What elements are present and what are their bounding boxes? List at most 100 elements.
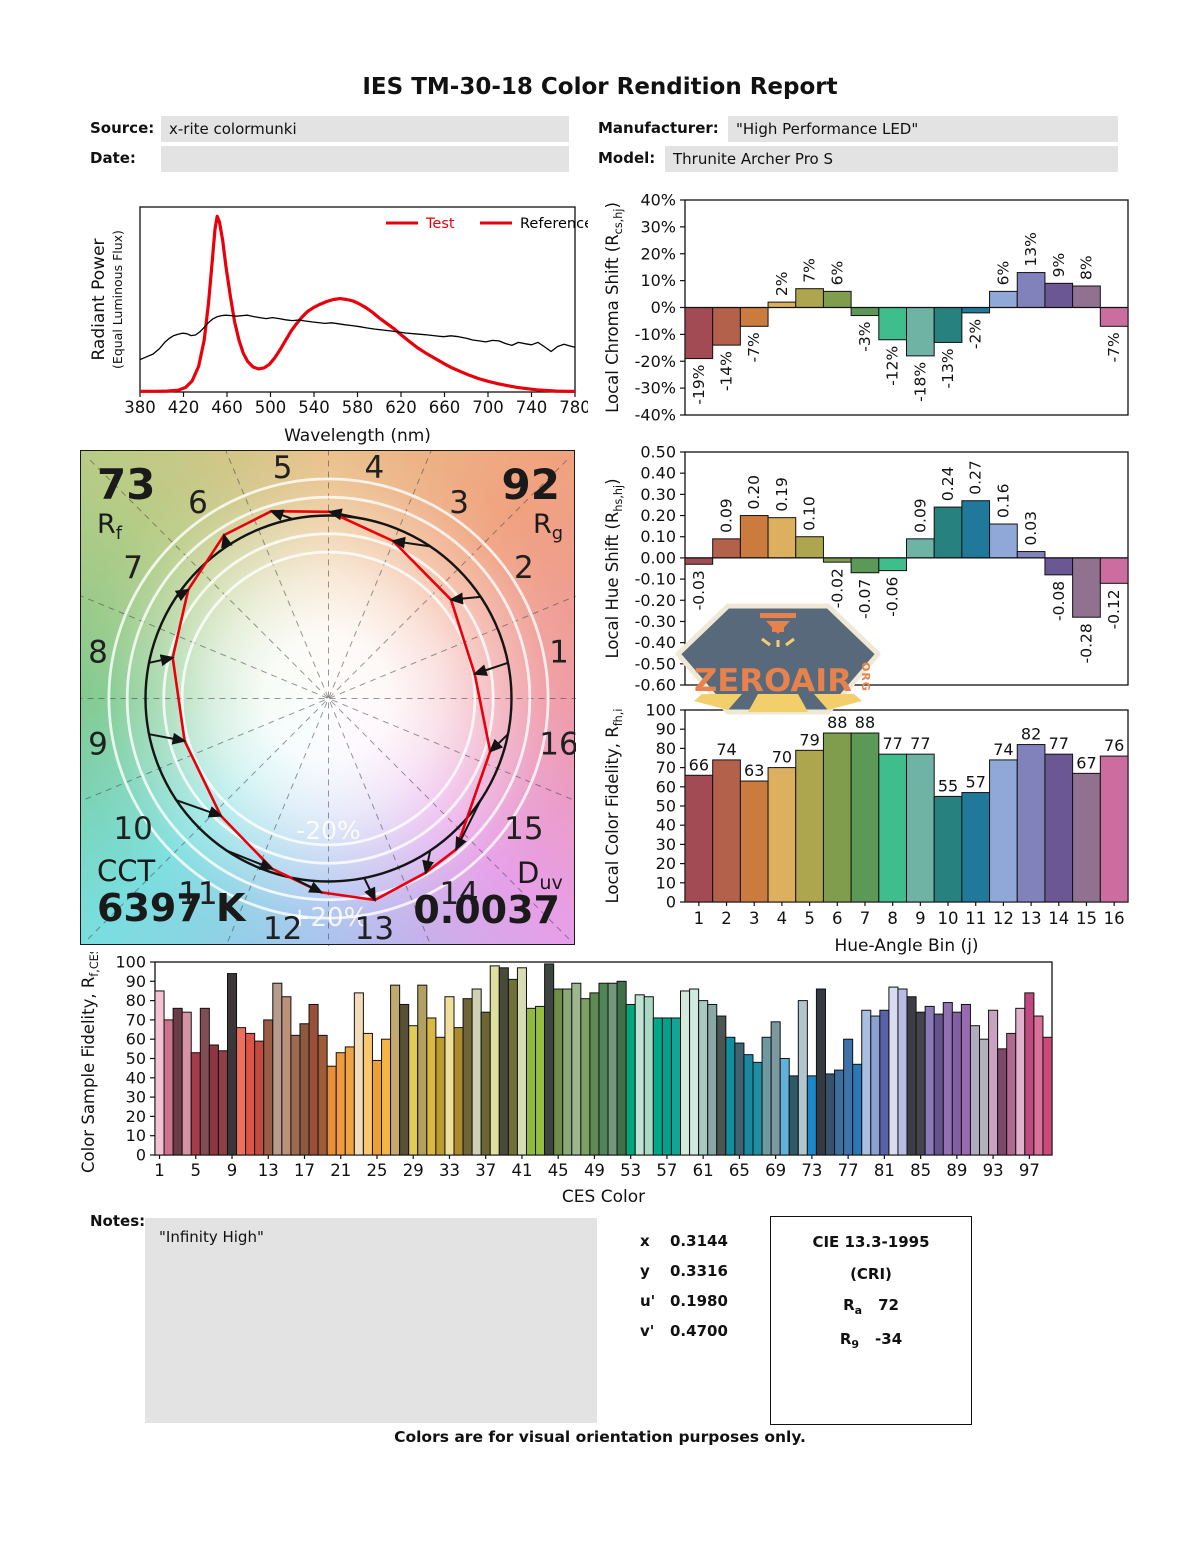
manufacturer-field: "High Performance LED" [728, 116, 1118, 142]
svg-text:0.20: 0.20 [640, 506, 676, 525]
bar [834, 1069, 845, 1156]
zeroair-watermark: ZEROAIR ORG [672, 598, 884, 724]
svg-text:89: 89 [946, 1161, 967, 1180]
bar [607, 982, 618, 1156]
svg-text:69: 69 [765, 1161, 786, 1180]
bar [1006, 1032, 1017, 1156]
svg-text:88: 88 [855, 713, 875, 732]
color-vector-graphic: -20% +20% 1 2 3 4 5 6 7 8 9 10 11 12 13 14 15 16 73 Rf 92 Rg C… [0, 358, 669, 1039]
bar [779, 1058, 790, 1156]
bar [1042, 1036, 1053, 1156]
svg-text:0.20: 0.20 [745, 475, 763, 510]
bar [299, 1023, 310, 1156]
svg-text:6%: 6% [828, 261, 846, 286]
svg-text:(Equal Luminous Flux): (Equal Luminous Flux) [110, 230, 125, 369]
bar [290, 1034, 301, 1156]
svg-text:13: 13 [1021, 909, 1042, 928]
bar [661, 1017, 672, 1156]
bar [553, 988, 564, 1156]
shift-arrow [472, 661, 509, 676]
bars [154, 963, 1053, 1156]
svg-text:57: 57 [656, 1161, 677, 1180]
svg-text:90: 90 [126, 972, 146, 991]
svg-text:53: 53 [620, 1161, 641, 1180]
svg-text:65: 65 [729, 1161, 750, 1180]
bar [961, 500, 991, 559]
shift-arrow [422, 850, 434, 875]
svg-text:2: 2 [514, 550, 534, 586]
bar [815, 988, 826, 1156]
bar [795, 749, 824, 903]
chromaticity-row-y: y 0.3316 [640, 1262, 728, 1280]
notes-box: "Infinity High" [145, 1218, 597, 1423]
svg-text:Duv: Duv [517, 856, 563, 894]
bar [712, 538, 741, 559]
bar [906, 996, 917, 1156]
svg-text:21: 21 [330, 1161, 351, 1180]
svg-text:13: 13 [355, 911, 394, 946]
svg-text:97: 97 [1019, 1161, 1040, 1180]
svg-text:420: 420 [168, 398, 200, 417]
svg-text:-7%: -7% [1105, 332, 1123, 362]
light-beams [694, 694, 862, 712]
svg-text:-0.30: -0.30 [635, 612, 676, 631]
svg-text:9%: 9% [1050, 253, 1068, 278]
svg-text:15: 15 [1076, 909, 1097, 928]
date-label: Date: [90, 149, 136, 167]
bar [961, 792, 991, 903]
svg-text:-0.40: -0.40 [635, 633, 676, 652]
svg-text:460: 460 [211, 398, 243, 417]
bar [317, 1034, 328, 1156]
svg-text:14: 14 [1048, 909, 1069, 928]
bar [371, 1059, 383, 1156]
shift-arrow [148, 654, 175, 667]
svg-text:9: 9 [88, 726, 108, 762]
bar [989, 523, 1018, 559]
svg-text:0.19: 0.19 [773, 477, 791, 512]
bar [544, 963, 555, 1156]
svg-text:73: 73 [801, 1161, 822, 1180]
bar [236, 1027, 247, 1156]
chromaticity-row-v: v' 0.4700 [640, 1322, 728, 1340]
bar [822, 732, 852, 903]
svg-text:0.00: 0.00 [640, 548, 676, 567]
svg-text:30%: 30% [640, 217, 676, 236]
bar [961, 307, 991, 314]
bar [684, 557, 714, 565]
bar [861, 1009, 872, 1156]
svg-text:10%: 10% [640, 271, 676, 290]
svg-text:-20%: -20% [635, 352, 676, 371]
svg-text:8%: 8% [1077, 255, 1095, 280]
bar [924, 1005, 935, 1156]
svg-text:Test: Test [425, 216, 455, 232]
bar [1099, 557, 1129, 584]
bar [525, 1007, 537, 1156]
svg-text:-2%: -2% [967, 319, 985, 349]
svg-text:57: 57 [966, 773, 986, 792]
svg-text:-0.60: -0.60 [635, 676, 676, 693]
bar [399, 1003, 410, 1156]
svg-text:380: 380 [124, 398, 156, 417]
svg-text:12: 12 [993, 909, 1014, 928]
bar [245, 1032, 256, 1156]
bar [589, 992, 600, 1156]
svg-text:11: 11 [965, 909, 986, 928]
shift-arrow [363, 877, 376, 902]
svg-text:740: 740 [516, 398, 548, 417]
svg-text:0.24: 0.24 [939, 467, 957, 502]
svg-text:Color Sample Fidelity, Rf,CESi: Color Sample Fidelity, Rf,CESi [79, 952, 101, 1173]
bar [933, 1013, 944, 1156]
svg-text:3: 3 [749, 909, 760, 928]
svg-text:20: 20 [126, 1107, 146, 1126]
bar [598, 982, 609, 1156]
bar [767, 517, 797, 559]
svg-text:-0.10: -0.10 [635, 570, 676, 589]
bar [712, 307, 741, 346]
svg-text:17: 17 [294, 1161, 315, 1180]
bar [308, 1003, 319, 1156]
svg-text:11: 11 [178, 876, 217, 912]
bar [1015, 1007, 1026, 1156]
bar [417, 984, 428, 1156]
svg-text:80: 80 [656, 739, 676, 758]
svg-text:CES Color: CES Color [562, 1187, 645, 1207]
